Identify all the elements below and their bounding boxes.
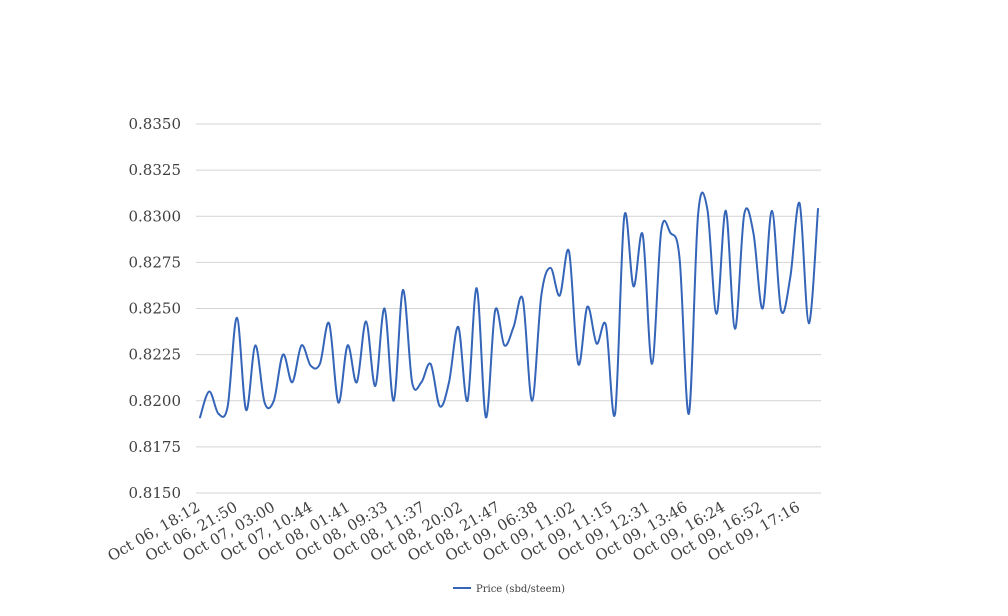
y-tick-label: 0.8175	[129, 438, 182, 456]
legend: Price (sbd/steem)	[453, 584, 565, 595]
gridlines	[196, 123, 821, 494]
y-tick-label: 0.8200	[129, 392, 182, 410]
y-tick-label: 0.8325	[129, 161, 182, 179]
y-tick-label: 0.8275	[129, 253, 182, 271]
legend-label-price: Price (sbd/steem)	[476, 584, 565, 595]
y-tick-label: 0.8150	[129, 484, 182, 502]
series-layer	[199, 191, 819, 419]
series-line-price	[199, 191, 819, 419]
y-tick-label: 0.8225	[129, 346, 182, 364]
y-tick-label: 0.8300	[129, 207, 182, 225]
y-axis-ticks: 0.8150 0.8175 0.8200 0.8225 0.8250 0.8275 0.83…	[129, 115, 182, 502]
y-tick-label: 0.8250	[129, 300, 182, 318]
y-tick-label: 0.8350	[129, 115, 182, 133]
